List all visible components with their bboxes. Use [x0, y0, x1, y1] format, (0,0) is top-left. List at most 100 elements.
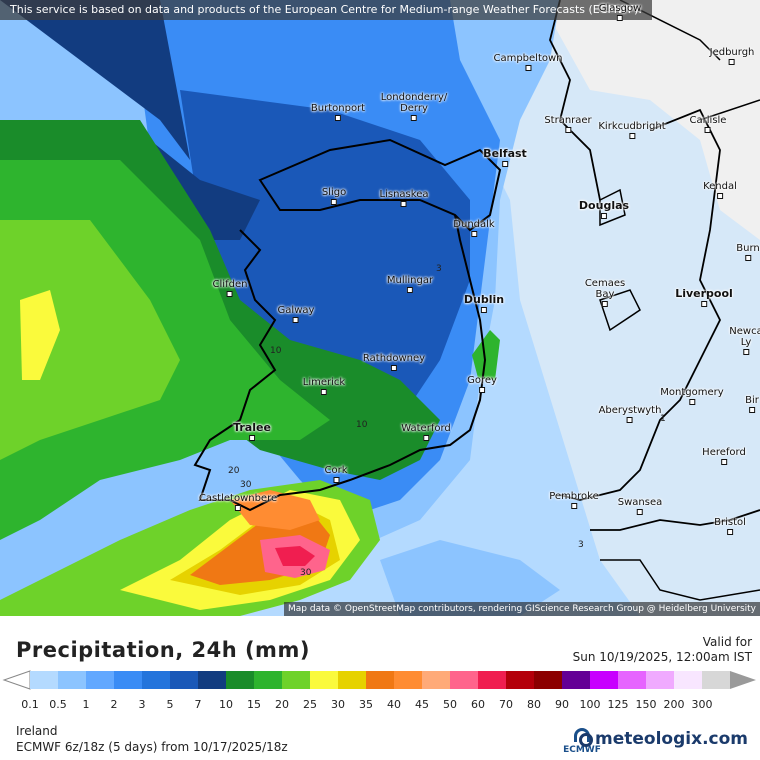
- model-run: ECMWF 6z/18z (5 days) from 10/17/2025/18…: [16, 740, 288, 754]
- city-label: Newca Ly: [729, 326, 760, 355]
- precipitation-map[interactable]: This service is based on data and produc…: [0, 0, 760, 616]
- legend-swatch: [366, 671, 395, 689]
- legend-tick-label: 10: [219, 698, 233, 711]
- legend-swatch: [226, 671, 255, 689]
- city-label: Kendal: [703, 181, 737, 199]
- city-label: Sligo: [322, 187, 346, 205]
- legend-swatch: [114, 671, 143, 689]
- legend-tick-label: 15: [247, 698, 261, 711]
- legend-tick-label: 45: [415, 698, 429, 711]
- city-label: Kirkcudbright: [598, 121, 666, 139]
- legend-tick-label: 7: [194, 698, 202, 711]
- legend-tick-label: 1: [82, 698, 90, 711]
- city-label: Montgomery: [660, 387, 724, 405]
- legend-tick-label: 0.5: [49, 698, 67, 711]
- city-label: Cemaes Bay: [585, 278, 625, 307]
- legend-swatch: [310, 671, 339, 689]
- legend-swatch: [254, 671, 283, 689]
- city-label: Londonderry/ Derry: [381, 92, 447, 121]
- legend-tick-label: 300: [691, 698, 713, 711]
- legend-tick-label: 5: [166, 698, 174, 711]
- legend-tick-label: 80: [527, 698, 541, 711]
- legend-tick-label: 40: [387, 698, 401, 711]
- city-label: Swansea: [618, 497, 662, 515]
- legend-swatch: [646, 671, 675, 689]
- legend-tick-label: 3: [138, 698, 146, 711]
- legend-swatch: [142, 671, 171, 689]
- contour-label: 30: [240, 480, 252, 490]
- map-attribution: Map data © OpenStreetMap contributors, r…: [284, 602, 760, 616]
- legend-swatch: [618, 671, 647, 689]
- precipitation-field: [0, 0, 760, 616]
- city-label: Glasgow: [599, 3, 641, 21]
- city-label: Bristol: [714, 517, 746, 535]
- legend-max-arrow: [730, 671, 756, 689]
- city-label: Waterford: [401, 423, 451, 441]
- city-label: Aberystwyth: [599, 405, 661, 423]
- legend-tick-label: 200: [663, 698, 685, 711]
- meteologix-mark-icon: [579, 733, 594, 747]
- legend-swatch: [534, 671, 563, 689]
- legend-swatch: [450, 671, 479, 689]
- legend-swatch: [170, 671, 199, 689]
- legend-tick-label: 0.1: [21, 698, 39, 711]
- map-footer: Precipitation, 24h (mm) Valid for Sun 10…: [0, 616, 760, 760]
- city-label: Liverpool: [675, 287, 733, 307]
- city-label: Burn: [736, 243, 760, 261]
- valid-label: Valid for: [702, 635, 752, 649]
- city-label: Galway: [278, 305, 314, 323]
- legend-tick-label: 125: [607, 698, 629, 711]
- legend-swatch: [30, 671, 59, 689]
- legend-swatch: [58, 671, 87, 689]
- city-label: Clifden: [213, 279, 247, 297]
- legend-tick-label: 35: [359, 698, 373, 711]
- city-label: Belfast: [483, 147, 527, 167]
- legend-tick-label: 70: [499, 698, 513, 711]
- city-label: Jedburgh: [710, 47, 754, 65]
- legend-tick-label: 90: [555, 698, 569, 711]
- legend-tick-label: 60: [471, 698, 485, 711]
- legend-tick-label: 20: [275, 698, 289, 711]
- city-label: Burtonport: [311, 103, 365, 121]
- city-label: Carlisle: [690, 115, 726, 133]
- legend-swatch: [562, 671, 591, 689]
- contour-label: 30: [300, 568, 312, 578]
- ecmwf-notice: This service is based on data and produc…: [0, 0, 652, 20]
- city-label: Rathdowney: [363, 353, 425, 371]
- color-legend: [2, 670, 756, 690]
- contour-label: 1: [660, 414, 666, 424]
- legend-swatch: [590, 671, 619, 689]
- legend-swatch: [702, 671, 731, 689]
- contour-label: 3: [578, 540, 584, 550]
- valid-time: Sun 10/19/2025, 12:00am IST: [572, 650, 752, 664]
- legend-swatch: [478, 671, 507, 689]
- city-label: Bir: [745, 395, 759, 413]
- legend-tick-label: 30: [331, 698, 345, 711]
- contour-label: 10: [356, 420, 368, 430]
- city-label: Douglas: [579, 199, 629, 219]
- legend-swatch: [86, 671, 115, 689]
- legend-swatch: [198, 671, 227, 689]
- city-label: Gorey: [467, 375, 497, 393]
- city-label: Pembroke: [549, 491, 599, 509]
- contour-label: 3: [436, 264, 442, 274]
- legend-swatch: [282, 671, 311, 689]
- legend-min-arrow: [2, 670, 31, 690]
- city-label: Castletownbere: [199, 493, 277, 511]
- contour-label: 10: [270, 346, 282, 356]
- meteologix-logo[interactable]: meteologix.com: [579, 729, 748, 749]
- city-label: Mullingar: [387, 275, 433, 293]
- legend-swatch: [338, 671, 367, 689]
- city-label: Cork: [324, 465, 348, 483]
- legend-tick-label: 150: [635, 698, 657, 711]
- contour-label: 20: [228, 466, 240, 476]
- city-label: Stranraer: [544, 115, 592, 133]
- legend-tick-label: 50: [443, 698, 457, 711]
- city-label: Tralee: [233, 421, 271, 441]
- city-label: Limerick: [303, 377, 345, 395]
- region-name: Ireland: [16, 724, 58, 738]
- city-label: Hereford: [702, 447, 746, 465]
- city-label: Campbeltown: [493, 53, 563, 71]
- legend-swatch: [422, 671, 451, 689]
- city-label: Dublin: [464, 293, 504, 313]
